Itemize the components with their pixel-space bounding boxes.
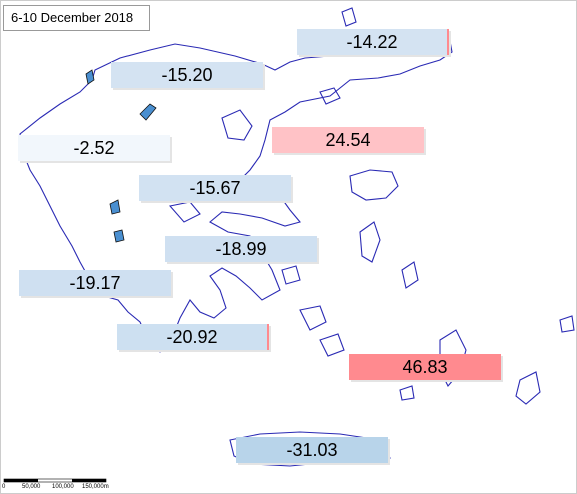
scale-bar-segment: [4, 479, 38, 482]
region-label: -2.52: [18, 135, 170, 161]
title-box: 6-10 December 2018: [3, 5, 150, 31]
region-label: -19.17: [19, 270, 171, 296]
scale-label: 100,000: [52, 484, 74, 490]
scale-label: 0: [2, 484, 6, 490]
region-label: -14.22: [297, 29, 449, 55]
region-label: -15.67: [139, 175, 291, 201]
region-label: -18.99: [165, 236, 317, 262]
region-label: -15.20: [111, 62, 263, 88]
scale-label: 150,000m: [82, 484, 109, 490]
region-label: 24.54: [272, 127, 424, 153]
scale-bar-segment: [72, 479, 106, 482]
title: 6-10 December 2018: [11, 10, 134, 25]
region-label: -31.03: [236, 437, 388, 463]
scale-bar: [3, 478, 107, 483]
scale-label: 50,000: [22, 484, 41, 490]
region-label: 46.83: [349, 354, 501, 380]
region-label: -20.92: [117, 324, 269, 350]
